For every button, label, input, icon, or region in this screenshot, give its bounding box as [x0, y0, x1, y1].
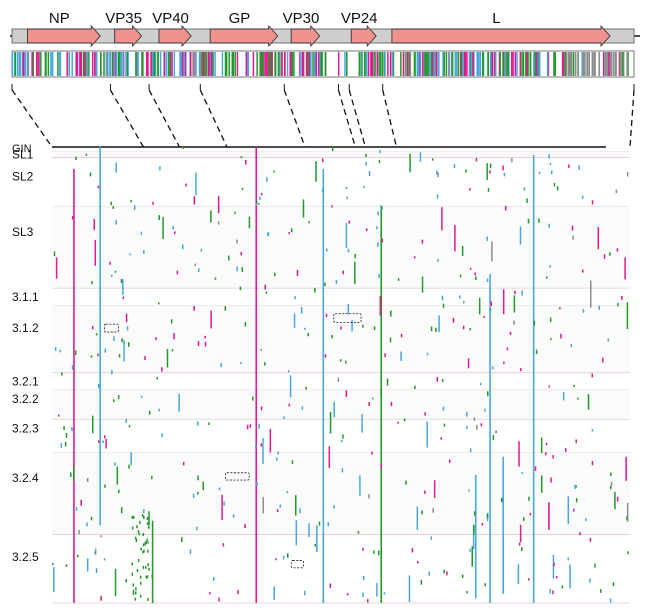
- gene-label-vp24: VP24: [341, 10, 378, 27]
- gene-arrow-vp30: [290, 24, 321, 48]
- row-label-sl3: SL3: [12, 225, 34, 239]
- row-label-sl1: SL1: [12, 147, 34, 161]
- gene-label-vp40: VP40: [152, 10, 189, 27]
- zoom-connector: [109, 89, 145, 148]
- row-group-bands: [52, 151, 630, 604]
- zoom-connector: [348, 89, 367, 148]
- row-label-3-1-2: 3.1.2: [12, 321, 39, 335]
- row-label-3-1-1: 3.1.1: [12, 290, 39, 304]
- gene-arrow-vp35: [114, 24, 143, 48]
- gene-label-vp35: VP35: [105, 10, 142, 27]
- row-label-3-2-1: 3.2.1: [12, 374, 39, 388]
- zoom-connector-lines: [11, 84, 635, 148]
- row-label-sl2: SL2: [12, 169, 34, 183]
- zoom-connector: [629, 89, 635, 148]
- highlight-box: [290, 560, 304, 569]
- row-band: [52, 305, 630, 373]
- gene-label-l: L: [492, 10, 500, 27]
- highlight-box: [225, 472, 250, 481]
- highlight-box: [103, 323, 119, 333]
- highlight-box: [333, 313, 362, 323]
- gene-label-np: NP: [49, 10, 70, 27]
- heatmap-mutation-ticks: [52, 146, 629, 603]
- row-label-3-2-2: 3.2.2: [12, 392, 39, 406]
- highlight-boxes: [103, 313, 362, 569]
- zoom-connector: [337, 89, 356, 148]
- genome-mutation-bar: [11, 50, 635, 78]
- heatmap-column-sites: [73, 146, 550, 603]
- row-label-gin: GIN: [12, 143, 32, 155]
- zoom-connector: [199, 89, 228, 148]
- gene-label-gp: GP: [229, 10, 251, 27]
- gene-arrow-gp: [209, 24, 279, 48]
- genome-bar-frame: [11, 50, 635, 78]
- gene-label-vp30: VP30: [283, 10, 320, 27]
- row-label-3-2-3: 3.2.3: [12, 421, 39, 435]
- row-band: [52, 452, 630, 535]
- gene-arrow-l: [391, 24, 611, 48]
- gene-arrow-np: [26, 24, 101, 48]
- gene-arrow-vp40: [158, 24, 192, 48]
- zoom-connector: [148, 89, 181, 148]
- zoom-connector: [283, 89, 306, 148]
- zoom-connector: [382, 89, 398, 148]
- gene-track: NP VP35 VP40 GP VP30 VP24 L: [11, 10, 635, 48]
- zoom-connector: [11, 89, 53, 148]
- row-band: [52, 206, 630, 289]
- row-band: [52, 151, 630, 158]
- row-label-3-2-4: 3.2.4: [12, 471, 39, 485]
- gene-arrow-vp24: [350, 24, 377, 48]
- row-label-3-2-5: 3.2.5: [12, 550, 39, 564]
- row-band: [52, 390, 630, 420]
